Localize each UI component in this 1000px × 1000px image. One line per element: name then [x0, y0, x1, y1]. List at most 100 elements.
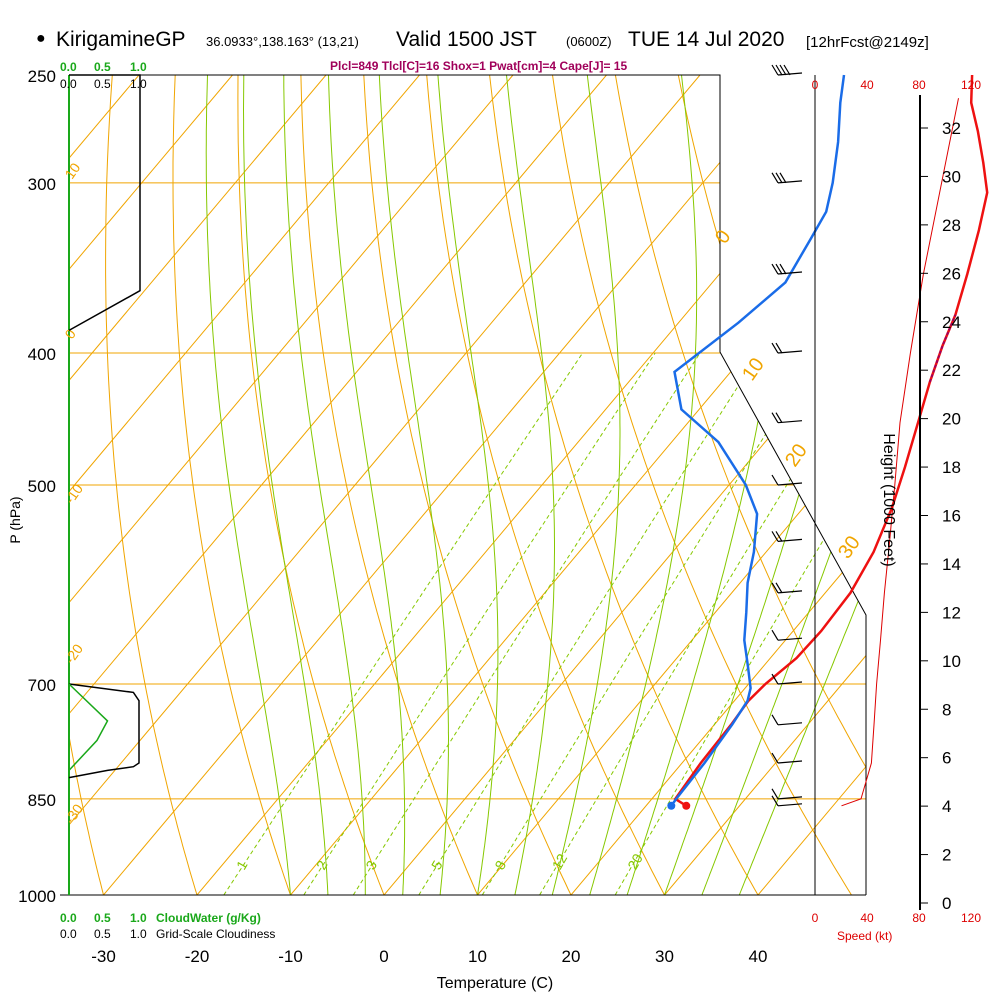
wind-barb-flag — [775, 531, 783, 542]
dewpoint-line — [670, 74, 846, 807]
wind-speed-top-label: 0 — [812, 78, 819, 92]
valid-date: TUE 14 Jul 2020 — [628, 28, 785, 51]
wind-barb-flag — [775, 582, 783, 594]
isotherm-line — [383, 75, 866, 895]
moist-adiabat-line — [437, 75, 499, 895]
cloudiness-top-label: 0.5 — [94, 77, 111, 91]
temperature-tick-label: 0 — [379, 947, 388, 966]
dry-adiabat-line — [614, 75, 866, 895]
mixing-ratio-line — [614, 352, 866, 895]
wind-barb-flag — [771, 172, 779, 184]
parcel-line — [928, 314, 957, 383]
wind-barb-flag — [771, 474, 779, 486]
moist-adiabat-line — [378, 75, 449, 895]
station-name: KirigamineGP — [56, 28, 186, 51]
wind-speed-top-label: 80 — [912, 78, 926, 92]
dry-adiabat-line — [930, 75, 1000, 895]
cloudiness-bottom-label: 1.0 — [130, 927, 147, 941]
moist-adiabat-line — [701, 75, 866, 895]
dry-adiabat-line — [426, 75, 665, 895]
height-tick-label: 2 — [942, 846, 951, 865]
height-tick-label: 18 — [942, 458, 961, 477]
wind-barb-staff — [777, 796, 803, 800]
pressure-tick-label: 400 — [28, 345, 56, 364]
wind-barb-flag — [771, 714, 779, 726]
mixing-ratio-line — [481, 352, 817, 895]
temperature-line-surface-point — [682, 801, 691, 810]
dewpoint-line-surface-point — [667, 801, 676, 810]
dry-adiabat-line — [69, 75, 104, 895]
wind-barb-flag — [771, 752, 779, 764]
mixing-ratio-line — [352, 352, 701, 895]
height-tick-label: 26 — [942, 264, 961, 283]
height-tick-label: 22 — [942, 361, 961, 380]
wind-speed-top-label: 40 — [860, 78, 874, 92]
height-tick-label: 24 — [942, 313, 961, 332]
dry-adiabat-line — [552, 75, 852, 895]
station-coords: 36.0933°,138.163° (13,21) — [206, 34, 359, 49]
x-axis-label: Temperature (C) — [437, 975, 553, 992]
wind-speed-bottom-label: 0 — [812, 911, 819, 925]
dry-adiabat-label: 30 — [834, 532, 865, 563]
cloud-water-bottom-label: 0.5 — [94, 911, 111, 925]
valid-zulu: (0600Z) — [566, 34, 612, 49]
wind-barb-flag — [775, 412, 783, 423]
cloud-water-bottom-label: 1.0 — [130, 911, 147, 925]
cloud-water-axis-title: CloudWater (g/Kg) — [156, 911, 261, 925]
wind-barb-flag — [771, 673, 779, 685]
height-tick-label: 14 — [942, 555, 961, 574]
height-tick-label: 4 — [942, 797, 951, 816]
pressure-tick-label: 700 — [28, 676, 56, 695]
moist-adiabat-line — [738, 75, 866, 895]
dry-adiabat-line — [363, 75, 572, 895]
dry-adiabat-line — [803, 75, 866, 895]
isotherm-line — [69, 75, 701, 895]
isotherm-line — [664, 75, 866, 895]
mixing-ratio-label: 1 — [233, 857, 251, 872]
height-tick-label: 12 — [942, 603, 961, 622]
mixing-ratio-line — [418, 352, 760, 895]
isotherm-line — [69, 75, 514, 895]
wind-speed-bottom-label: 40 — [860, 911, 874, 925]
forecast-info: [12hrFcst@2149z] — [806, 34, 929, 51]
valid-time: Valid 1500 JST — [396, 28, 537, 51]
wind-speed-top-label: 120 — [961, 78, 981, 92]
dry-adiabat-label: -20 — [61, 641, 86, 667]
isotherm-line — [69, 75, 420, 895]
cloud-water-top-label: 0.0 — [60, 60, 77, 74]
cloudiness-bottom-label: 0.5 — [94, 927, 111, 941]
cloud-water-line — [68, 683, 109, 771]
dry-adiabat-line — [300, 75, 478, 895]
mixing-ratio-label: 20 — [624, 851, 646, 873]
sounding-parameters: Plcl=849 Tlcl[C]=16 Shox=1 Pwat[cm]=4 Ca… — [330, 59, 628, 73]
wind-barb-staff — [777, 482, 803, 486]
dry-adiabat-label: 10 — [61, 160, 83, 182]
pressure-tick-label: 250 — [28, 67, 56, 86]
pressure-tick-label: 300 — [28, 175, 56, 194]
mixing-ratio-label: 8 — [491, 857, 509, 872]
dry-adiabat-label: 20 — [781, 440, 812, 471]
cloud-water-top-label: 0.5 — [94, 60, 111, 74]
plot-frame-right — [69, 74, 867, 895]
isotherm-line — [69, 75, 327, 895]
temperature-tick-label: -10 — [278, 947, 303, 966]
height-tick-label: 20 — [942, 410, 961, 429]
moist-adiabat-line — [283, 75, 366, 895]
wind-barb-flag — [771, 342, 779, 354]
pressure-tick-label: 850 — [28, 791, 56, 810]
height-tick-label: 0 — [942, 894, 951, 913]
wind-speed-axis-title: Speed (kt) — [837, 929, 892, 943]
dry-adiabat-line — [489, 75, 759, 895]
pressure-tick-label: 500 — [28, 477, 56, 496]
moist-adiabat-line — [328, 75, 406, 895]
temperature-tick-label: 20 — [562, 947, 581, 966]
dry-adiabat-label: 10 — [738, 354, 769, 385]
wind-barb-flag — [775, 172, 783, 184]
wind-barb-flag — [771, 629, 779, 641]
cloudiness-top-label: 0.0 — [60, 77, 77, 91]
cloud-water-top-label: 1.0 — [130, 60, 147, 74]
wind-speed-bottom-label: 120 — [961, 911, 981, 925]
cloudiness-upper-line — [68, 74, 141, 332]
cloudiness-axis-title: Grid-Scale Cloudiness — [156, 927, 275, 941]
